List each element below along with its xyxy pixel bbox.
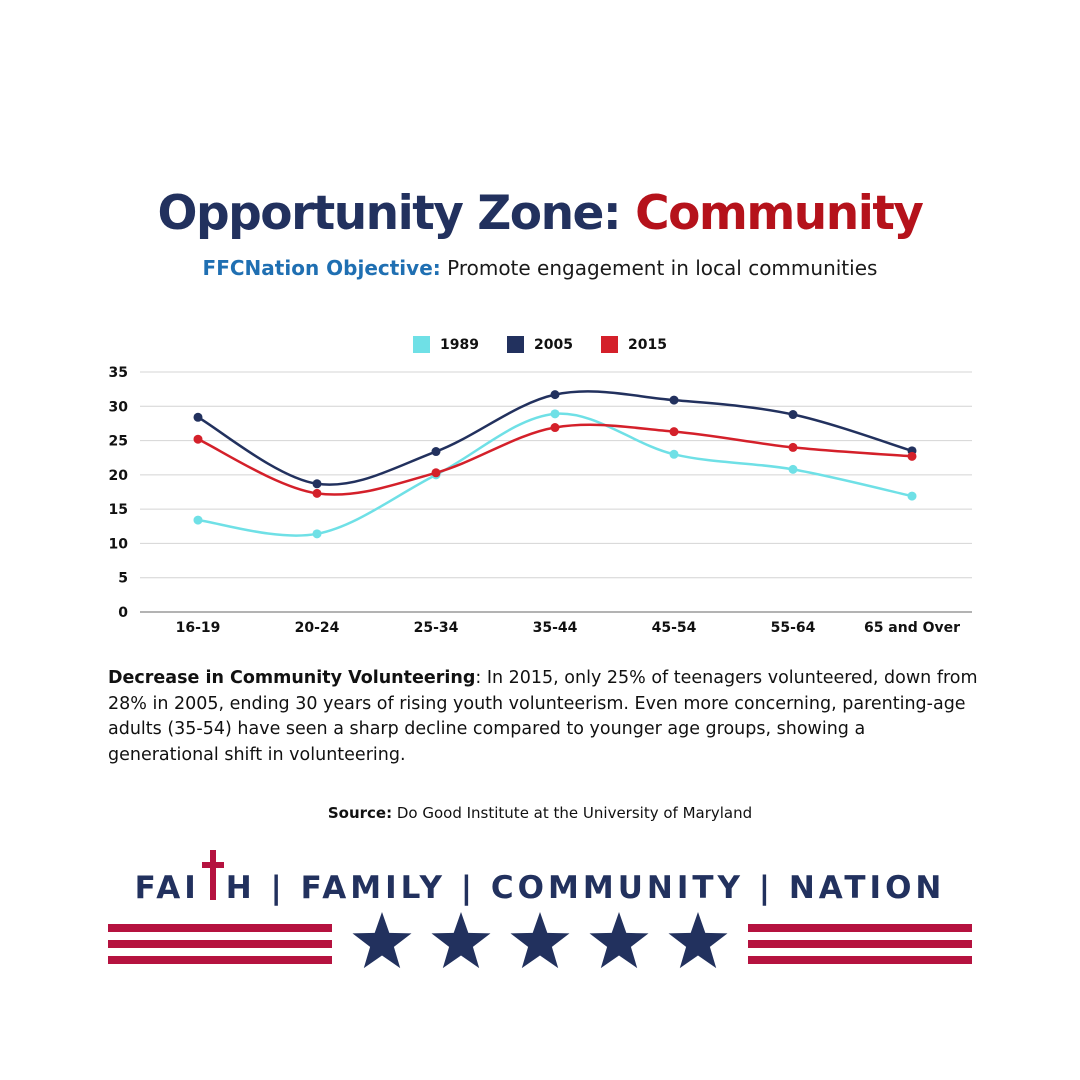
line-chart: 0 5 10 15 20 25 30 35 16-19 20-24 25-34 35-44 45-54 5… — [109, 365, 972, 636]
legend-label-1989: 1989 — [440, 336, 480, 353]
stripe-left — [108, 924, 332, 932]
y-tick-label: 15 — [109, 502, 128, 518]
series-line-2015 — [197, 423, 913, 496]
x-tick-label: 20-24 — [295, 620, 340, 636]
tagline-rest: H | FAMILY | COMMUNITY | NATION — [225, 870, 946, 906]
subtitle: FFCNation Objective: Promote engagement … — [0, 256, 1080, 280]
data-point-2005 — [788, 410, 798, 420]
star-icon — [352, 912, 412, 969]
x-tick-label: 55-64 — [771, 620, 816, 636]
tagline: FAI H | FAMILY | COMMUNITY | NATION — [0, 850, 1080, 906]
x-tick-label: 16-19 — [176, 620, 221, 636]
data-point-2005 — [550, 390, 560, 400]
legend-label-2015: 2015 — [627, 336, 667, 353]
description-heading: Decrease in Community Volunteering — [108, 668, 476, 688]
description-text: : In 2015, only 25% of teenagers volunte… — [108, 668, 978, 765]
data-point-2015 — [788, 442, 798, 452]
x-tick-label: 25-34 — [414, 620, 459, 636]
data-point-1989 — [669, 449, 679, 459]
y-tick-label: 5 — [118, 571, 128, 587]
x-tick-label: 45-54 — [652, 620, 697, 636]
data-point-1989 — [788, 464, 798, 474]
title-part-community: Community — [635, 186, 924, 241]
data-point-2015 — [431, 468, 441, 478]
stripe-right — [748, 956, 972, 964]
source-text: Do Good Institute at the University of M… — [392, 804, 753, 822]
y-tick-label: 35 — [109, 365, 128, 381]
footer-flag-art — [108, 912, 972, 969]
data-point-2005 — [193, 412, 203, 422]
legend-item-2005: 2005 — [507, 336, 573, 353]
x-tick-label: 65 and Over — [864, 620, 960, 636]
legend-item-2015: 2015 — [600, 336, 667, 353]
data-point-2015 — [312, 488, 322, 498]
data-point-1989 — [550, 409, 560, 419]
star-icon — [589, 912, 649, 969]
star-icon — [510, 912, 570, 969]
description: Decrease in Community Volunteering: In 2… — [108, 666, 978, 768]
y-tick-label: 10 — [109, 536, 129, 552]
cross-icon — [201, 850, 224, 900]
y-tick-label: 0 — [118, 605, 128, 621]
chart-legend: 1989 2005 2015 — [0, 336, 1080, 353]
source-label: Source: — [327, 804, 393, 822]
data-point-1989 — [193, 515, 203, 525]
subtitle-text: Promote engagement in local communities — [440, 256, 878, 280]
y-tick-label: 25 — [109, 434, 128, 450]
y-tick-label: 20 — [109, 468, 129, 484]
legend-swatch-2015 — [600, 336, 618, 353]
data-point-2015 — [907, 451, 917, 461]
data-point-2005 — [669, 395, 679, 405]
source-line: Source: Do Good Institute at the Univers… — [0, 804, 1080, 822]
tagline-fai: FAI — [134, 870, 200, 906]
stripe-right — [748, 940, 972, 948]
data-point-2015 — [669, 427, 679, 437]
y-tick-label: 30 — [109, 399, 129, 415]
subtitle-label: FFCNation Objective: — [202, 256, 441, 280]
data-point-1989 — [312, 529, 322, 539]
x-tick-label: 35-44 — [533, 620, 578, 636]
data-point-2005 — [431, 447, 441, 457]
legend-swatch-1989 — [413, 336, 431, 353]
data-point-2015 — [550, 423, 560, 433]
legend-label-2005: 2005 — [534, 336, 573, 353]
stripe-left — [108, 940, 332, 948]
legend-swatch-2005 — [507, 336, 525, 353]
page-title: Opportunity Zone: Community — [0, 186, 1080, 241]
title-part-opportunity: Opportunity Zone: — [157, 186, 636, 241]
stripe-right — [748, 924, 972, 932]
star-icon — [431, 912, 491, 969]
data-point-1989 — [907, 491, 917, 501]
stripe-left — [108, 956, 332, 964]
legend-item-1989: 1989 — [413, 336, 479, 353]
data-point-2005 — [312, 479, 322, 489]
data-point-2015 — [193, 434, 203, 444]
star-icon — [668, 912, 728, 969]
